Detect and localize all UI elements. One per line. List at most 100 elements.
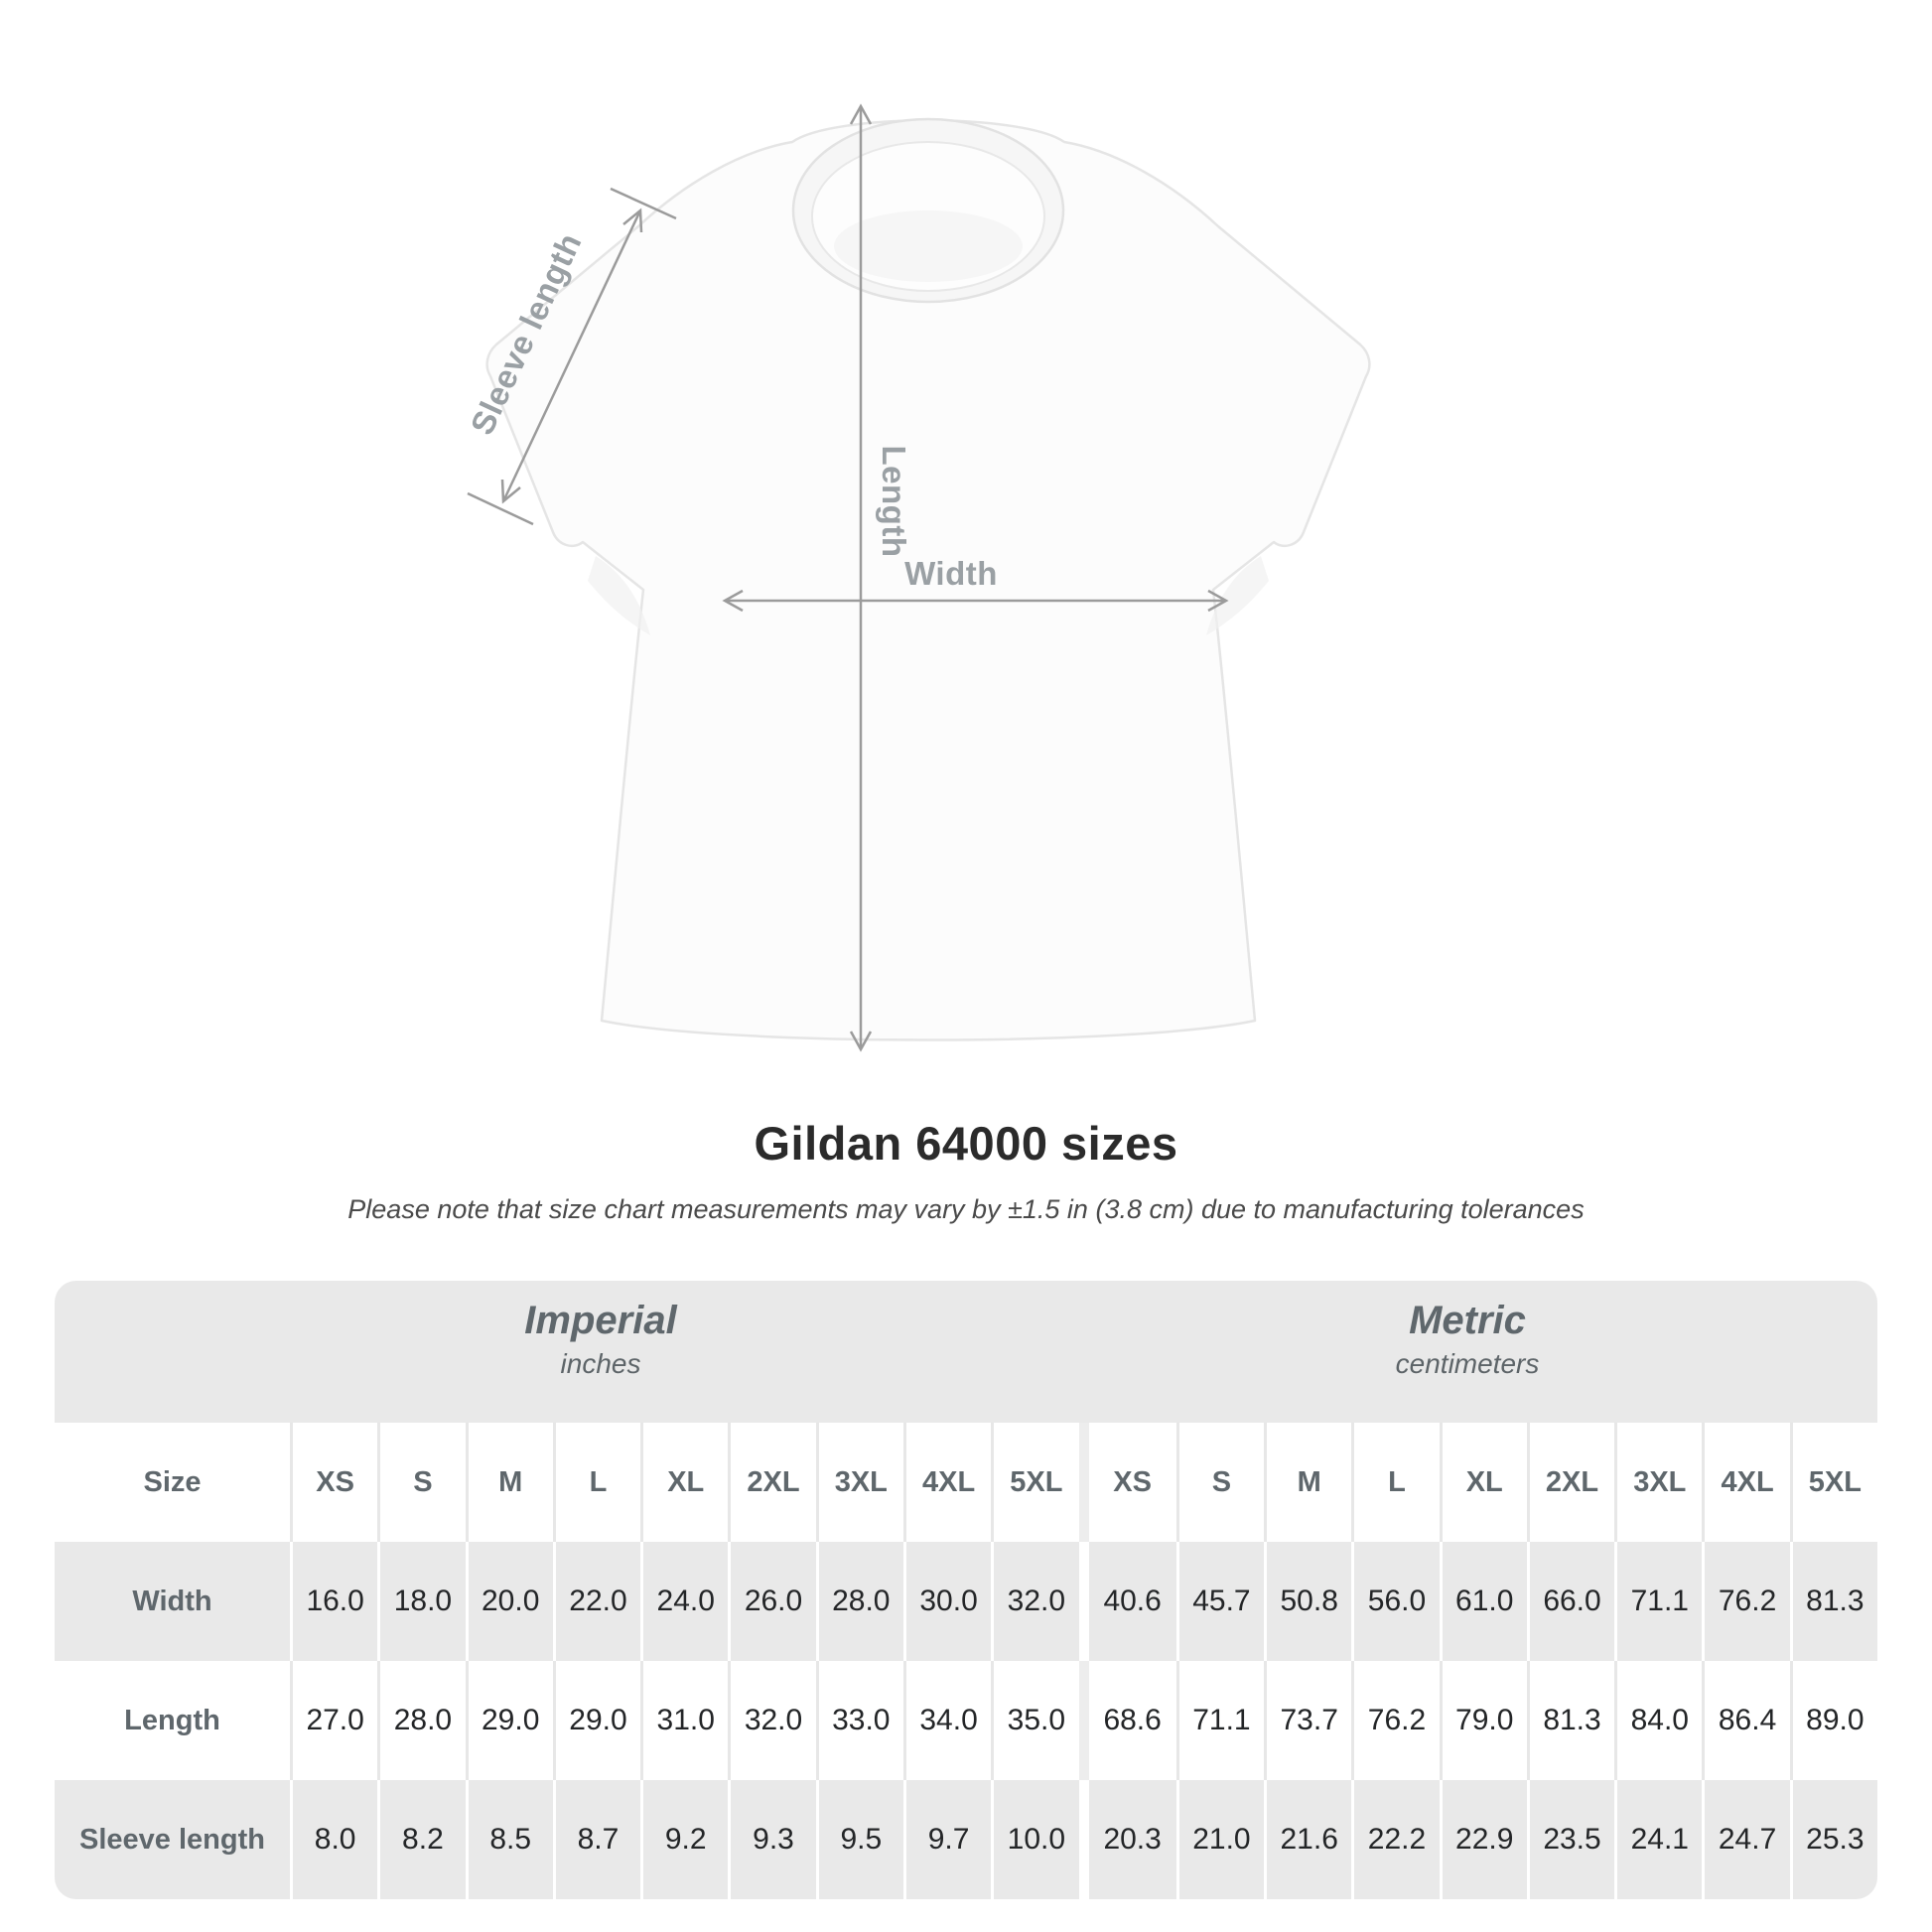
value-cell: 86.4 [1702,1661,1790,1780]
value-cell: 9.5 [815,1780,903,1899]
value-cell: 56.0 [1351,1542,1440,1661]
collar-inner-shadow [834,210,1023,282]
value-cell: 66.0 [1526,1542,1615,1661]
length-arrowhead-bottom [849,1031,873,1052]
size-header-imperial-xs: XS [290,1423,378,1542]
value-cell: 22.2 [1351,1780,1440,1899]
value-cell: 21.0 [1175,1780,1265,1899]
size-header-metric-2xl: 2XL [1526,1423,1615,1542]
value-cell: 76.2 [1351,1661,1440,1780]
half-divider [1078,1542,1089,1661]
metric-name: Metric [1409,1299,1526,1342]
value-cell: 9.3 [728,1780,816,1899]
value-cell: 24.0 [640,1542,729,1661]
size-header-imperial-m: M [465,1423,553,1542]
value-cell: 76.2 [1702,1542,1790,1661]
tshirt-diagram: Sleeve length Length Width [463,103,1371,1052]
row-label-width: Width [55,1542,290,1661]
size-header-imperial-2xl: 2XL [728,1423,816,1542]
size-column-header: Size [55,1423,290,1542]
unit-header-band: Imperial inches Metric centimeters [55,1281,1877,1423]
value-cell: 8.2 [377,1780,466,1899]
value-cell: 34.0 [902,1661,992,1780]
size-header-metric-xl: XL [1439,1423,1527,1542]
value-cell: 25.3 [1789,1780,1877,1899]
size-header-imperial-s: S [377,1423,466,1542]
shading-right-armpit [1206,556,1269,635]
imperial-unit: inches [560,1348,641,1379]
sleeve-length-tick-top [610,187,677,220]
value-cell: 22.9 [1439,1780,1527,1899]
value-cell: 20.3 [1088,1780,1176,1899]
length-arrowhead-top [849,103,873,125]
size-header-metric-l: L [1351,1423,1440,1542]
value-cell: 71.1 [1175,1661,1265,1780]
width-arrowhead-left [722,589,744,613]
metric-unit: centimeters [1395,1348,1540,1379]
sleeve-length-arrowhead-bottom [500,479,521,504]
tshirt-graphic [485,119,1371,1041]
value-cell: 8.5 [465,1780,553,1899]
width-arrowhead-right [1207,589,1229,613]
value-cell: 18.0 [377,1542,466,1661]
half-divider [1078,1423,1089,1542]
value-cell: 10.0 [991,1780,1079,1899]
length-label: Length [876,446,912,558]
size-header-metric-3xl: 3XL [1614,1423,1703,1542]
value-cell: 24.7 [1702,1780,1790,1899]
value-cell: 16.0 [290,1542,378,1661]
size-header-imperial-5xl: 5XL [991,1423,1079,1542]
value-cell: 27.0 [290,1661,378,1780]
imperial-name: Imperial [524,1299,677,1342]
value-cell: 24.1 [1614,1780,1703,1899]
value-cell: 8.0 [290,1780,378,1899]
value-cell: 73.7 [1264,1661,1352,1780]
value-cell: 61.0 [1439,1542,1527,1661]
value-cell: 21.6 [1264,1780,1352,1899]
half-divider [1078,1780,1089,1899]
value-cell: 28.0 [377,1661,466,1780]
value-cell: 68.6 [1088,1661,1176,1780]
value-cell: 84.0 [1614,1661,1703,1780]
size-header-imperial-l: L [552,1423,641,1542]
value-cell: 31.0 [640,1661,729,1780]
size-header-metric-5xl: 5XL [1789,1423,1877,1542]
sleeve-length-tick-bottom [467,491,534,526]
value-cell: 35.0 [991,1661,1079,1780]
value-cell: 26.0 [728,1542,816,1661]
value-cell: 89.0 [1789,1661,1877,1780]
value-cell: 40.6 [1088,1542,1176,1661]
value-cell: 9.2 [640,1780,729,1899]
page-subtitle: Please note that size chart measurements… [347,1194,1585,1224]
value-cell: 32.0 [728,1661,816,1780]
sleeve-length-arrowhead-top [622,207,643,233]
value-cell: 9.7 [902,1780,992,1899]
value-cell: 29.0 [552,1661,641,1780]
width-label: Width [904,555,998,592]
value-cell: 30.0 [902,1542,992,1661]
shading-left-armpit [588,556,650,635]
section-header-metric: Metric centimeters [1396,1297,1540,1384]
value-cell: 81.3 [1789,1542,1877,1661]
value-cell: 81.3 [1526,1661,1615,1780]
value-cell: 28.0 [815,1542,903,1661]
value-cell: 29.0 [465,1661,553,1780]
page-title: Gildan 64000 sizes [754,1117,1178,1170]
value-cell: 32.0 [991,1542,1079,1661]
size-header-metric-4xl: 4XL [1702,1423,1790,1542]
value-cell: 50.8 [1264,1542,1352,1661]
row-label-sleeve-length: Sleeve length [55,1780,290,1899]
value-cell: 33.0 [815,1661,903,1780]
size-header-metric-xs: XS [1088,1423,1176,1542]
value-cell: 8.7 [552,1780,641,1899]
size-header-imperial-3xl: 3XL [815,1423,903,1542]
size-header-imperial-4xl: 4XL [902,1423,992,1542]
value-cell: 79.0 [1439,1661,1527,1780]
value-cell: 23.5 [1526,1780,1615,1899]
size-header-metric-m: M [1264,1423,1352,1542]
size-header-metric-s: S [1175,1423,1265,1542]
value-cell: 22.0 [552,1542,641,1661]
half-divider [1078,1661,1089,1780]
value-cell: 45.7 [1175,1542,1265,1661]
